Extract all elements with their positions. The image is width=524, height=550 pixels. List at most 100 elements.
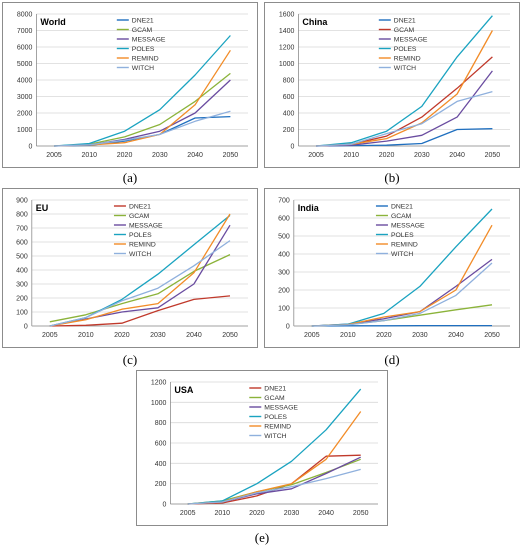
india-legend-gcam-label: GCAM: [391, 213, 412, 220]
chart-india: 0 100 200 300 400 500 600 700 2005 2010 2020 2030 20…: [264, 188, 520, 348]
world-xtick-label: 2020: [117, 152, 133, 159]
usa-legend-message-label: MESSAGE: [264, 405, 298, 412]
usa-ytick-label: 200: [155, 481, 167, 488]
usa-xtick-label: 2005: [180, 510, 196, 517]
china-legend-message-label: MESSAGE: [394, 37, 428, 44]
eu-xtick-label: 2050: [222, 332, 238, 339]
usa-xtick-label: 2030: [284, 510, 300, 517]
chart-china-svg: 0 200 400 600 800 1000 1200 1400 1600 2005 2010 202…: [264, 2, 520, 168]
caption-china: (b): [384, 170, 400, 185]
eu-legend-gcam-label: GCAM: [129, 213, 150, 220]
china-legend-witch-label: WITCH: [394, 65, 416, 72]
china-xtick-label: 2010: [344, 152, 360, 159]
usa-legend-gcam-label: GCAM: [264, 395, 285, 402]
china-xtick-label: 2005: [308, 152, 324, 159]
world-chart-title: World: [40, 17, 65, 27]
eu-xtick-label: 2040: [186, 332, 202, 339]
eu-ytick-label: 900: [16, 198, 28, 205]
world-legend-dne21-label: DNE21: [132, 18, 154, 25]
india-ytick-label: 600: [278, 216, 290, 223]
chart-world: 0 1000 2000 3000 4000 5000 6000 7000 8000 2005 201…: [2, 2, 258, 168]
usa-xtick-label: 2020: [249, 510, 265, 517]
china-ytick-label: 200: [283, 127, 295, 134]
eu-series-gcam-line: [49, 254, 231, 323]
india-ytick-label: 500: [278, 234, 290, 241]
china-xtick-label: 2040: [449, 152, 465, 159]
caption-eu: (c): [122, 352, 138, 367]
usa-xtick-label: 2010: [215, 510, 231, 517]
eu-series-dne21-line: [49, 295, 231, 327]
china-chart-title: China: [302, 17, 328, 27]
china-legend-dne21-label: DNE21: [394, 18, 416, 25]
china-ytick-label: 1000: [279, 61, 295, 68]
caption-india: (d): [384, 352, 400, 367]
china-xtick-label: 2020: [379, 152, 395, 159]
china-series-witch-line: [315, 90, 493, 147]
eu-ytick-label: 400: [16, 268, 28, 275]
chart-eu: 0 100 200 300 400 500 600 700 800 900 2005 2010 2020…: [2, 188, 258, 348]
world-frame: [2, 2, 258, 168]
india-ytick-label: 300: [278, 270, 290, 277]
china-ytick-label: 0: [290, 144, 294, 151]
eu-legend-witch-label: WITCH: [129, 251, 151, 258]
eu-legend-remind-label: REMIND: [129, 242, 156, 249]
china-series-poles-line: [315, 15, 493, 147]
india-chart-title: India: [298, 203, 320, 213]
china-legend-gcam-label: GCAM: [394, 27, 415, 34]
chart-usa-svg: 0 200 400 600 800 1000 1200 2005 2010 2020 2030 204…: [136, 370, 388, 526]
india-ytick-label: 200: [278, 288, 290, 295]
usa-ytick-label: 1000: [151, 400, 167, 407]
world-ytick-label: 0: [28, 144, 32, 151]
india-xtick-label: 2050: [484, 332, 500, 339]
world-ytick-label: 8000: [17, 12, 33, 19]
usa-xtick-label: 2040: [318, 510, 334, 517]
usa-ytick-label: 800: [155, 420, 167, 427]
chart-eu-svg: 0 100 200 300 400 500 600 700 800 900 2005 2010 2020…: [2, 188, 258, 348]
world-ytick-label: 2000: [17, 111, 33, 118]
india-xtick-label: 2020: [376, 332, 392, 339]
usa-frame: [136, 370, 388, 526]
chart-usa: 0 200 400 600 800 1000 1200 2005 2010 2020 2030 204…: [136, 370, 388, 526]
china-ytick-label: 1200: [279, 45, 295, 52]
china-xtick-label: 2030: [414, 152, 430, 159]
india-series-witch-line: [311, 262, 493, 327]
usa-series-witch-line: [187, 468, 361, 505]
eu-ytick-label: 200: [16, 296, 28, 303]
world-legend-poles-label: POLES: [132, 46, 155, 53]
china-legend-remind-label: REMIND: [394, 56, 421, 63]
usa-legend-witch-label: WITCH: [264, 433, 286, 440]
india-ytick-label: 700: [278, 198, 290, 205]
chart-world-svg: 0 1000 2000 3000 4000 5000 6000 7000 8000 2005 201…: [2, 2, 258, 168]
india-frame: [264, 188, 520, 348]
world-legend-remind-label: REMIND: [132, 56, 159, 63]
usa-legend-remind-label: REMIND: [264, 424, 291, 431]
world-series-poles-line: [53, 35, 231, 147]
world-legend-gcam-label: GCAM: [132, 27, 153, 34]
india-legend-remind-label: REMIND: [391, 242, 418, 249]
caption-usa: (e): [254, 530, 270, 545]
eu-ytick-label: 600: [16, 240, 28, 247]
usa-ytick-label: 0: [162, 502, 166, 509]
india-legend-dne21-label: DNE21: [391, 204, 413, 211]
india-legend-witch-label: WITCH: [391, 251, 413, 258]
india-xtick-label: 2040: [448, 332, 464, 339]
world-ytick-label: 3000: [17, 94, 33, 101]
world-xtick-label: 2050: [223, 152, 239, 159]
world-xtick-label: 2030: [152, 152, 168, 159]
eu-ytick-label: 0: [24, 324, 28, 331]
india-legend-poles-label: POLES: [391, 232, 414, 239]
india-ytick-label: 100: [278, 306, 290, 313]
usa-ytick-label: 400: [155, 461, 167, 468]
india-legend-message-label: MESSAGE: [391, 223, 425, 230]
world-series-witch-line: [53, 110, 231, 147]
world-ytick-label: 1000: [17, 127, 33, 134]
china-ytick-label: 1400: [279, 28, 295, 35]
eu-ytick-label: 500: [16, 254, 28, 261]
eu-xtick-label: 2030: [150, 332, 166, 339]
eu-ytick-label: 700: [16, 226, 28, 233]
world-legend-message-label: MESSAGE: [132, 37, 166, 44]
world-ytick-label: 5000: [17, 61, 33, 68]
china-ytick-label: 600: [283, 94, 295, 101]
eu-legend-message-label: MESSAGE: [129, 223, 163, 230]
eu-xtick-label: 2010: [78, 332, 94, 339]
